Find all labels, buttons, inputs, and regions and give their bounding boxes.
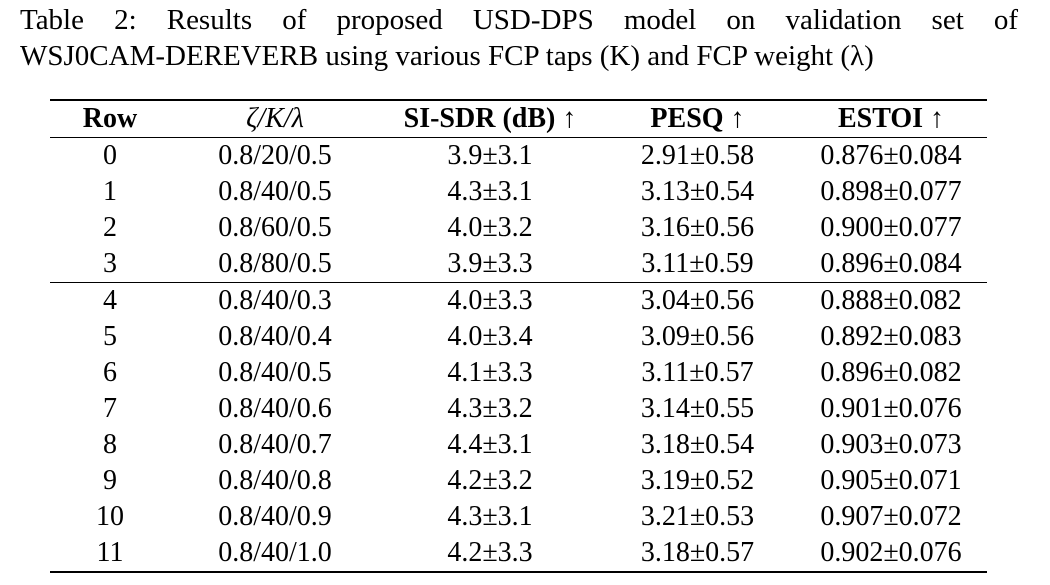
cell-pesq: 3.11±0.59 — [641, 248, 754, 279]
table-caption: Table 2: Results of proposed USD-DPS mod… — [20, 2, 1018, 74]
table-row: 5 0.8/40/0.4 4.0±3.4 3.09±0.56 0.892±0.083 — [50, 319, 987, 355]
cell-estoi: 0.900±0.077 — [820, 212, 962, 243]
cell-pesq: 3.11±0.57 — [641, 357, 754, 388]
cell-pesq: 3.19±0.52 — [640, 465, 755, 496]
cell-params: 0.8/60/0.5 — [218, 212, 332, 243]
cell-si-sdr: 4.3±3.2 — [447, 393, 533, 424]
cell-si-sdr: 4.2±3.3 — [447, 537, 533, 568]
cell-pesq: 3.13±0.54 — [640, 176, 755, 207]
table-row: 8 0.8/40/0.7 4.4±3.1 3.18±0.54 0.903±0.073 — [50, 427, 987, 463]
caption-line-1: Table 2: Results of proposed USD-DPS mod… — [20, 4, 1018, 36]
cell-row-index: 7 — [103, 393, 117, 424]
cell-row-index: 1 — [103, 176, 117, 207]
results-table: Row ζ/K/λ SI-SDR (dB) ↑ PESQ ↑ ESTOI ↑ 0… — [50, 99, 987, 573]
cell-estoi: 0.896±0.084 — [820, 248, 962, 279]
cell-pesq: 3.16±0.56 — [640, 212, 755, 243]
cell-row-index: 4 — [103, 285, 117, 316]
table-row: 0 0.8/20/0.5 3.9±3.1 2.91±0.58 0.876±0.084 — [50, 138, 987, 174]
cell-row-index: 5 — [103, 321, 117, 352]
header-rule — [50, 137, 987, 138]
cell-row-index: 9 — [103, 465, 117, 496]
cell-estoi: 0.907±0.072 — [820, 501, 962, 532]
header-estoi: ESTOI ↑ — [837, 103, 945, 134]
cell-row-index: 11 — [96, 537, 124, 568]
cell-params: 0.8/40/0.8 — [218, 465, 332, 496]
cell-pesq: 3.18±0.57 — [640, 537, 755, 568]
caption-line-2: WSJ0CAM-DEREVERB using various FCP taps … — [20, 40, 874, 72]
table-row: 1 0.8/40/0.5 4.3±3.1 3.13±0.54 0.898±0.077 — [50, 174, 987, 210]
header-row: Row ζ/K/λ SI-SDR (dB) ↑ PESQ ↑ ESTOI ↑ — [50, 101, 987, 137]
cell-params: 0.8/40/0.9 — [218, 501, 332, 532]
cell-params: 0.8/40/0.7 — [218, 429, 332, 460]
cell-estoi: 0.902±0.076 — [820, 537, 962, 568]
cell-si-sdr: 4.3±3.1 — [447, 176, 533, 207]
header-pesq: PESQ ↑ — [650, 103, 745, 134]
cell-estoi: 0.888±0.082 — [820, 285, 962, 316]
cell-params: 0.8/40/0.5 — [218, 176, 332, 207]
table-row: 9 0.8/40/0.8 4.2±3.2 3.19±0.52 0.905±0.071 — [50, 463, 987, 499]
cell-estoi: 0.892±0.083 — [820, 321, 962, 352]
cell-estoi: 0.876±0.084 — [820, 140, 962, 171]
header-row-col: Row — [82, 103, 138, 134]
cell-estoi: 0.901±0.076 — [820, 393, 962, 424]
cell-estoi: 0.898±0.077 — [820, 176, 962, 207]
cell-pesq: 2.91±0.58 — [640, 140, 755, 171]
cell-si-sdr: 4.0±3.2 — [447, 212, 533, 243]
table-row: 10 0.8/40/0.9 4.3±3.1 3.21±0.53 0.907±0.072 — [50, 499, 987, 535]
cell-si-sdr: 4.0±3.3 — [447, 285, 533, 316]
cell-row-index: 0 — [103, 140, 117, 171]
cell-estoi: 0.896±0.082 — [820, 357, 962, 388]
cell-row-index: 10 — [96, 501, 124, 532]
cell-pesq: 3.21±0.53 — [640, 501, 755, 532]
row-group-taps: 0 0.8/20/0.5 3.9±3.1 2.91±0.58 0.876±0.084 1 0… — [50, 138, 987, 282]
cell-pesq: 3.14±0.55 — [640, 393, 755, 424]
header-si-sdr: SI-SDR (dB) ↑ — [403, 103, 577, 134]
cell-pesq: 3.18±0.54 — [640, 429, 755, 460]
cell-params: 0.8/40/0.5 — [218, 357, 332, 388]
cell-si-sdr: 4.0±3.4 — [447, 321, 533, 352]
top-rule — [50, 99, 987, 101]
cell-params: 0.8/40/0.6 — [218, 393, 332, 424]
cell-params: 0.8/40/1.0 — [218, 537, 332, 568]
cell-si-sdr: 4.4±3.1 — [447, 429, 533, 460]
table-row: 7 0.8/40/0.6 4.3±3.2 3.14±0.55 0.901±0.076 — [50, 391, 987, 427]
cell-pesq: 3.09±0.56 — [640, 321, 755, 352]
cell-si-sdr: 3.9±3.1 — [447, 140, 533, 171]
cell-si-sdr: 4.1±3.3 — [447, 357, 533, 388]
cell-si-sdr: 4.2±3.2 — [447, 465, 533, 496]
cell-params: 0.8/40/0.3 — [218, 285, 332, 316]
cell-si-sdr: 4.3±3.1 — [447, 501, 533, 532]
header-params: ζ/K/λ — [246, 103, 304, 134]
cell-row-index: 2 — [103, 212, 117, 243]
group-separator-rule — [50, 282, 987, 283]
cell-params: 0.8/40/0.4 — [218, 321, 332, 352]
table-row: 4 0.8/40/0.3 4.0±3.3 3.04±0.56 0.888±0.082 — [50, 283, 987, 319]
cell-params: 0.8/80/0.5 — [218, 248, 332, 279]
row-group-weight: 4 0.8/40/0.3 4.0±3.3 3.04±0.56 0.888±0.082 5 0… — [50, 283, 987, 571]
cell-estoi: 0.903±0.073 — [820, 429, 962, 460]
table-row: 11 0.8/40/1.0 4.2±3.3 3.18±0.57 0.902±0.076 — [50, 535, 987, 571]
cell-pesq: 3.04±0.56 — [640, 285, 755, 316]
bottom-rule — [50, 571, 987, 573]
table-row: 6 0.8/40/0.5 4.1±3.3 3.11±0.57 0.896±0.082 — [50, 355, 987, 391]
cell-si-sdr: 3.9±3.3 — [447, 248, 533, 279]
cell-row-index: 3 — [103, 248, 117, 279]
cell-row-index: 6 — [103, 357, 117, 388]
table-row: 2 0.8/60/0.5 4.0±3.2 3.16±0.56 0.900±0.077 — [50, 210, 987, 246]
cell-row-index: 8 — [103, 429, 117, 460]
table-row: 3 0.8/80/0.5 3.9±3.3 3.11±0.59 0.896±0.084 — [50, 246, 987, 282]
cell-estoi: 0.905±0.071 — [820, 465, 962, 496]
cell-params: 0.8/20/0.5 — [218, 140, 332, 171]
